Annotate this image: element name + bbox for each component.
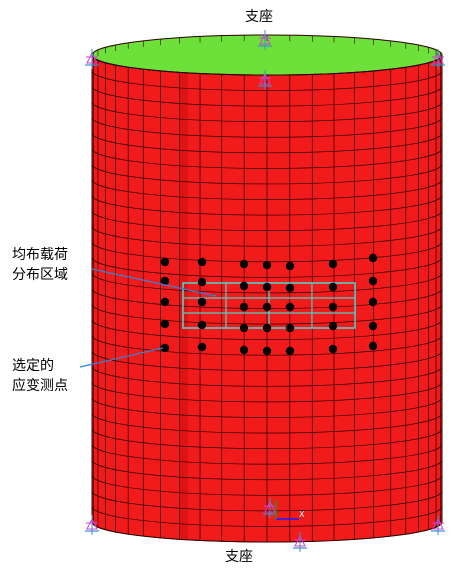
mesh-line-horizontal — [91, 428, 443, 449]
top-front-rim — [91, 54, 443, 76]
gauge-point — [285, 302, 295, 312]
support-symbol-bottom-left — [85, 515, 99, 535]
gauge-label-line1: 选定的 — [12, 358, 54, 374]
gauge-point — [285, 346, 295, 356]
mesh-line-horizontal — [91, 101, 443, 123]
gauge-point — [160, 257, 170, 267]
gauge-point — [328, 302, 338, 312]
gauge-point — [328, 282, 338, 292]
support-symbol-top-right — [431, 49, 445, 69]
mesh-line-horizontal — [91, 506, 443, 527]
support-symbol-top-left — [85, 49, 99, 69]
mesh-line-horizontal — [91, 272, 443, 294]
load-region-label-line1: 均布载荷 — [12, 247, 68, 263]
load-region-leader — [91, 268, 217, 297]
support-bottom-label: 支座 — [225, 549, 253, 565]
gauge-point — [239, 345, 249, 355]
gauge-point — [239, 302, 249, 312]
mesh-line-horizontal — [91, 210, 443, 232]
mesh-line-horizontal — [91, 319, 443, 340]
gauge-point — [160, 276, 170, 286]
gauge-point — [160, 297, 170, 307]
gauge-point — [160, 319, 170, 329]
gauge-point — [368, 321, 378, 331]
cylinder-top-face — [91, 34, 443, 76]
mesh-line-horizontal — [91, 459, 443, 481]
gauge-point — [328, 321, 338, 331]
gauge-point — [197, 277, 207, 287]
mesh-line-horizontal — [91, 86, 443, 107]
support-symbol-top-front — [258, 70, 272, 90]
mesh-line-horizontal — [91, 179, 443, 200]
gauge-point — [239, 259, 249, 269]
axis-triad: X — [275, 500, 305, 520]
mesh-line-horizontal — [91, 132, 443, 154]
mesh-line-horizontal — [91, 148, 443, 169]
support-symbol-bottom-front — [293, 532, 307, 552]
gauge-point — [262, 260, 272, 270]
gauge-point — [262, 302, 272, 312]
gauge-point — [239, 323, 249, 333]
support-top-label: 支座 — [245, 9, 273, 25]
support-symbol-bottom-right — [431, 515, 445, 535]
mesh-line-horizontal — [91, 490, 443, 512]
mesh-line-horizontal — [91, 335, 443, 356]
mesh-line-horizontal — [91, 475, 443, 496]
mesh-line-horizontal — [91, 195, 443, 216]
gauge-point — [262, 282, 272, 292]
gauge-point — [197, 342, 207, 352]
mesh-line-horizontal — [91, 521, 443, 543]
mesh-line-horizontal — [91, 366, 443, 387]
gauge-leader — [79, 347, 164, 368]
support-symbol-top-back — [258, 30, 272, 50]
mesh-line-horizontal — [91, 70, 443, 91]
mesh-line-horizontal — [91, 412, 443, 434]
axis-x-label: X — [299, 510, 305, 519]
gauge-point — [368, 341, 378, 351]
gauge-point — [197, 257, 207, 267]
mesh-line-horizontal — [91, 226, 443, 247]
gauge-label-line2: 应变测点 — [12, 378, 68, 394]
mesh-line-horizontal — [91, 381, 443, 403]
gauge-point — [285, 283, 295, 293]
mesh-line-horizontal — [91, 444, 443, 465]
gauge-point — [285, 323, 295, 333]
support-symbol-bottom-back — [263, 498, 277, 518]
mesh-line-horizontal — [91, 117, 443, 138]
gauge-point — [160, 343, 170, 353]
gauge-point — [368, 297, 378, 307]
mesh-line-horizontal — [91, 163, 443, 185]
gauge-point — [368, 276, 378, 286]
gauge-point — [328, 344, 338, 354]
gauge-point — [262, 323, 272, 333]
gauge-point — [328, 259, 338, 269]
load-region-label-line2: 分布区域 — [12, 267, 68, 283]
mesh-line-horizontal — [91, 257, 443, 278]
gauge-point — [368, 253, 378, 263]
gauge-point — [239, 281, 249, 291]
mesh-line-horizontal — [91, 397, 443, 418]
strain-gauge-points — [160, 253, 378, 356]
support-symbols — [85, 30, 445, 552]
gauge-point — [285, 261, 295, 271]
gauge-point — [197, 297, 207, 307]
gauge-point — [197, 320, 207, 330]
gauge-point — [262, 346, 272, 356]
leader-lines — [79, 268, 217, 368]
